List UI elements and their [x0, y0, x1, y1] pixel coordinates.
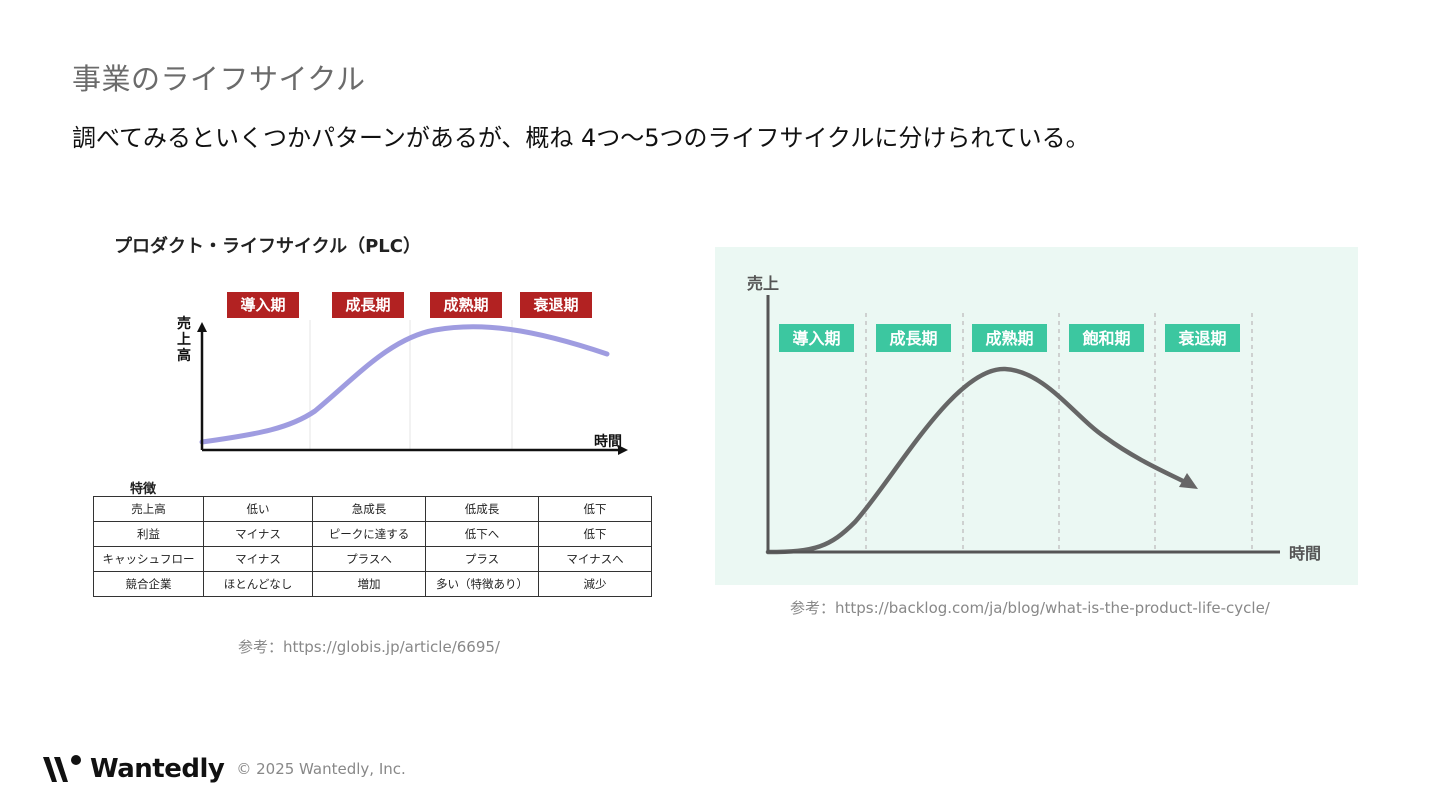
y-axis-label-char: 上: [177, 332, 191, 348]
svg-text:衰退期: 衰退期: [532, 296, 578, 314]
phase-label-introduction: 導入期: [227, 292, 299, 318]
svg-text:導入期: 導入期: [240, 296, 285, 314]
table-cell: プラスへ: [312, 546, 426, 572]
table-row: 競合企業 ほとんどなし 増加 多い（特徴あり） 減少: [93, 571, 652, 597]
y-axis-label: 売上: [747, 274, 779, 293]
curve-arrow-head: [1179, 473, 1198, 489]
lifecycle-diagram: 売上 導入期 成長期 成熟期 飽和期 衰退期: [715, 247, 1358, 585]
brand-name: Wantedly: [90, 754, 225, 784]
y-axis-label-char: 売: [177, 315, 191, 332]
table-cell: 減少: [538, 571, 652, 597]
svg-text:成長期: 成長期: [889, 329, 937, 348]
phase-label-decline: 衰退期: [520, 292, 592, 318]
right-reference: 参考：https://backlog.com/ja/blog/what-is-t…: [790, 599, 1270, 617]
table-cell: プラス: [425, 546, 539, 572]
features-table: 売上高 低い 急成長 低成長 低下 利益 マイナス ピークに達する 低下へ 低下 キャッシュフローマ…: [93, 496, 652, 597]
table-row: 利益 マイナス ピークに達する 低下へ 低下: [93, 521, 652, 547]
row-header-cell: キャッシュフロー: [93, 546, 204, 572]
table-cell: 低い: [203, 496, 313, 522]
row-header-cell: 利益: [93, 521, 204, 547]
table-cell: マイナス: [203, 546, 313, 572]
row-header-cell: 競合企業: [93, 571, 204, 597]
plc-diagram: 導入期 成長期 成熟期 衰退期 売 上 高 時間 プロダクト・ライフサイクル（P…: [90, 228, 660, 668]
y-axis-arrow: [197, 322, 207, 332]
x-axis-arrow: [618, 445, 628, 455]
footer: Wantedly © 2025 Wantedly, Inc.: [42, 752, 406, 786]
table-cell: ほとんどなし: [203, 571, 313, 597]
table-cell: 低下へ: [425, 521, 539, 547]
plc-title: プロダクト・ライフサイクル（PLC）: [114, 236, 421, 257]
table-cell: 低下: [538, 521, 652, 547]
svg-text:導入期: 導入期: [792, 329, 840, 348]
wantedly-logo-icon: [43, 755, 81, 782]
lifecycle-chart: 売上 導入期 成長期 成熟期 飽和期 衰退期: [747, 274, 1321, 563]
svg-text:飽和期: 飽和期: [1081, 329, 1130, 348]
phase-label-growth: 成長期: [332, 292, 404, 318]
phase-label-growth: 成長期: [876, 324, 951, 352]
table-cell: 多い（特徴あり）: [425, 571, 539, 597]
plc-chart: 導入期 成長期 成熟期 衰退期 売 上 高 時間: [177, 292, 628, 455]
phase-label-decline: 衰退期: [1165, 324, 1240, 352]
table-row: 売上高 低い 急成長 低成長 低下: [93, 496, 652, 522]
left-reference: 参考：https://globis.jp/article/6695/: [238, 638, 500, 656]
table-cell: ピークに達する: [312, 521, 426, 547]
table-cell: 低成長: [425, 496, 539, 522]
copyright: © 2025 Wantedly, Inc.: [236, 760, 406, 778]
x-axis-label: 時間: [1289, 544, 1321, 563]
y-axis-label-char: 高: [177, 347, 191, 364]
page-title: 事業のライフサイクル: [72, 62, 366, 96]
table-cell: 急成長: [312, 496, 426, 522]
row-header-cell: 売上高: [93, 496, 204, 522]
table-cell: 増加: [312, 571, 426, 597]
phase-label-maturity: 成熟期: [972, 324, 1047, 352]
svg-text:成熟期: 成熟期: [985, 329, 1033, 348]
phase-label-introduction: 導入期: [779, 324, 854, 352]
table-cell: 低下: [538, 496, 652, 522]
table-cell: マイナス: [203, 521, 313, 547]
svg-text:成熟期: 成熟期: [443, 296, 488, 314]
features-label: 特徴: [130, 482, 157, 497]
x-axis-label: 時間: [594, 433, 622, 450]
table-cell: マイナスへ: [538, 546, 652, 572]
page-subtitle: 調べてみるといくつかパターンがあるが、概ね 4つ〜5つのライフサイクルに分けられ…: [72, 124, 1090, 152]
svg-text:衰退期: 衰退期: [1177, 329, 1226, 348]
sales-curve: [199, 324, 610, 445]
phase-label-saturation: 飽和期: [1069, 324, 1144, 352]
phase-label-maturity: 成熟期: [430, 292, 502, 318]
svg-text:成長期: 成長期: [345, 296, 390, 314]
sales-curve: [765, 366, 1188, 555]
table-row: キャッシュフロー マイナス プラスへ プラス マイナスへ: [93, 546, 652, 572]
